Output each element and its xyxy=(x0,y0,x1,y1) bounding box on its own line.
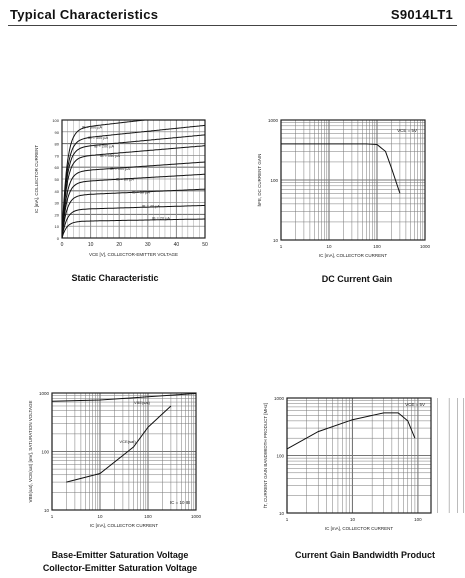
dcgain-y-tick: 1000 xyxy=(268,118,279,123)
static-x-label: VCE [V], COLLECTOR-EMITTER VOLTAGE xyxy=(89,252,178,257)
bandwidth-x-tick: 1 xyxy=(286,517,289,522)
bandwidth-x-label: IC [mA], COLLECTOR CURRENT xyxy=(325,526,393,531)
static-curve-label-5: IB = 80 µA xyxy=(116,178,134,182)
static-curve-label-6: IB = 50 µA xyxy=(132,191,150,195)
bandwidth-y-tick: 1000 xyxy=(274,396,285,401)
static-x-tick: 0 xyxy=(61,242,64,248)
saturation-series-0 xyxy=(51,393,197,402)
static-x-tick: 40 xyxy=(174,242,180,248)
static-y-tick: 10 xyxy=(55,224,60,229)
bandwidth-series-0 xyxy=(286,412,416,450)
static-x-tick: 10 xyxy=(88,242,94,248)
static-curve-label-4: IB = 100 µA xyxy=(110,167,130,171)
static-y-tick: 60 xyxy=(55,165,60,170)
static-y-tick: 40 xyxy=(55,189,60,194)
saturation-series-label-1: VCE(sat) xyxy=(119,439,136,444)
static-curve-1 xyxy=(61,124,206,239)
static-y-tick: 20 xyxy=(55,212,60,217)
saturation-series-label-0: VBE(sat) xyxy=(134,400,151,405)
saturation-x-tick: 10 xyxy=(97,514,103,519)
static-curve-3 xyxy=(61,145,206,239)
dcgain-y-label: hFE, DC CURRENT GAIN xyxy=(257,154,262,207)
saturation-x-tick: 1000 xyxy=(191,514,202,519)
dcgain-x-tick: 10 xyxy=(326,244,332,249)
bandwidth-plot-frame xyxy=(286,397,432,514)
static-y-tick: 50 xyxy=(55,177,60,182)
saturation-y-tick: 10 xyxy=(44,508,50,513)
static-y-label: IC [mA], COLLECTOR CURRENT xyxy=(34,145,39,213)
caption-current-gain-bandwidth: Current Gain Bandwidth Product xyxy=(294,550,435,560)
static-y-tick: 30 xyxy=(55,201,60,206)
bandwidth-x-tick: 100 xyxy=(414,517,422,522)
saturation-series-1 xyxy=(66,405,172,483)
bandwidth-annotation: VCE = 5V xyxy=(405,402,425,407)
dcgain-x-tick: 100 xyxy=(373,244,381,249)
caption-dc-current-gain: DC Current Gain xyxy=(321,274,393,284)
caption-collector-emitter-saturation: Collector-Emitter Saturation Voltage xyxy=(42,563,198,573)
saturation-x-tick: 1 xyxy=(51,514,54,519)
static-curve-label-1: IB = 300 µA xyxy=(88,136,108,140)
saturation-y-tick: 1000 xyxy=(39,391,50,396)
static-curve-label-8: IB = 20 µA xyxy=(152,216,170,220)
bandwidth-x-tick: 10 xyxy=(350,517,356,522)
static-x-tick: 30 xyxy=(145,242,151,248)
caption-static-characteristic: Static Characteristic xyxy=(71,273,159,283)
dcgain-y-tick: 10 xyxy=(273,238,279,243)
page-title: Typical Characteristics xyxy=(10,7,159,22)
static-y-tick: 80 xyxy=(55,142,60,147)
static-x-tick: 20 xyxy=(116,242,122,248)
static-curve-label-3: IB = 150 µA xyxy=(100,154,120,158)
bandwidth-y-tick: 100 xyxy=(276,454,284,459)
static-curve-4 xyxy=(61,161,206,239)
saturation-annotation: IC = 10 IB xyxy=(170,500,190,505)
dcgain-annotation: VCE = 5V xyxy=(397,128,417,133)
static-curve-label-2: IB = 200 µA xyxy=(94,144,114,148)
static-curve-8 xyxy=(61,218,205,239)
saturation-plot-frame xyxy=(51,392,197,511)
dcgain-series-0 xyxy=(281,143,401,194)
saturation-y-tick: 100 xyxy=(41,450,49,455)
caption-base-emitter-saturation: Base-Emitter Saturation Voltage xyxy=(51,550,189,560)
static-curve-0 xyxy=(61,119,205,239)
saturation-y-label: VBE(sat), VCE(sat) [mV], SATURATION VOLT… xyxy=(28,401,33,503)
saturation-x-tick: 100 xyxy=(144,514,152,519)
part-number: S9014LT1 xyxy=(390,7,453,22)
bandwidth-y-label: fT, CURRENT GAIN BANDWIDTH PRODUCT [MHz] xyxy=(263,403,268,508)
static-y-tick: 100 xyxy=(52,118,59,123)
static-x-tick: 50 xyxy=(202,242,208,248)
saturation-x-label: IC [mA], COLLECTOR CURRENT xyxy=(90,523,158,528)
dcgain-x-label: IC [mA], COLLECTOR CURRENT xyxy=(319,253,387,258)
header-divider xyxy=(8,25,457,26)
static-curve-label-7: IB = 40 µA xyxy=(142,205,160,209)
static-curve-6 xyxy=(61,188,206,239)
static-curve-label-0: IB = 500 µA xyxy=(82,125,102,129)
dcgain-plot-frame xyxy=(280,119,426,241)
static-plot-frame xyxy=(61,119,206,239)
static-y-tick: 0 xyxy=(57,236,60,241)
bandwidth-y-tick: 10 xyxy=(279,511,285,516)
static-y-tick: 70 xyxy=(55,153,60,158)
static-curve-7 xyxy=(61,204,206,239)
dcgain-y-tick: 100 xyxy=(270,178,278,183)
static-curve-2 xyxy=(61,134,206,239)
dcgain-x-tick: 1 xyxy=(280,244,283,249)
dcgain-x-tick: 1000 xyxy=(420,244,431,249)
static-curve-5 xyxy=(61,173,206,239)
static-y-tick: 90 xyxy=(55,130,60,135)
